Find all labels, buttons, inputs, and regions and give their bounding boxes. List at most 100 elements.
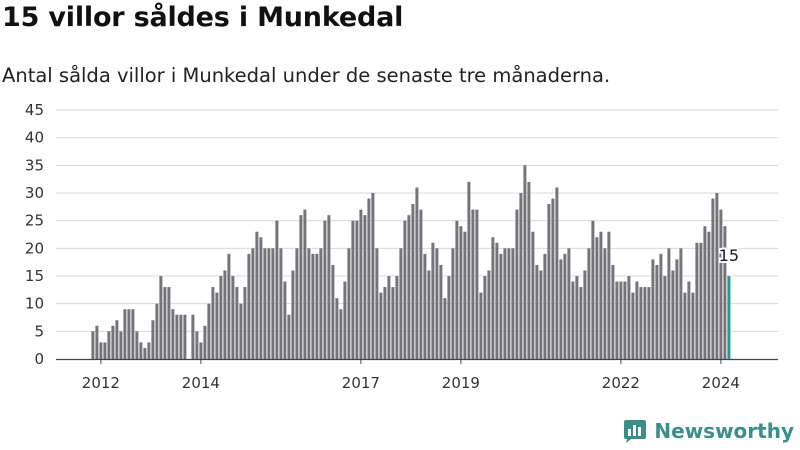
bar — [707, 231, 711, 359]
bar — [215, 292, 219, 359]
bar — [667, 248, 671, 359]
bar — [295, 248, 299, 359]
bar — [391, 287, 395, 359]
bar — [559, 259, 563, 359]
bar — [411, 204, 415, 359]
bar — [699, 242, 703, 359]
bar — [607, 231, 611, 359]
bar — [531, 231, 535, 359]
bar-highlight — [727, 276, 731, 359]
bar — [647, 287, 651, 359]
bar — [543, 253, 547, 359]
bar — [299, 215, 303, 359]
bar — [631, 292, 635, 359]
y-tick-label: 15 — [25, 267, 44, 285]
bar — [195, 331, 199, 359]
bar — [443, 298, 447, 359]
bar — [351, 220, 355, 359]
bar — [107, 331, 111, 359]
chart-subtitle: Antal sålda villor i Munkedal under de s… — [2, 64, 611, 87]
bar — [271, 248, 275, 359]
bar — [167, 287, 171, 359]
y-tick-label: 0 — [34, 350, 44, 368]
bar — [663, 276, 667, 359]
bar — [515, 209, 519, 359]
x-axis: 2012 2014 2017 2019 2022 2024 — [56, 358, 778, 392]
bar — [243, 287, 247, 359]
bar — [535, 264, 539, 359]
bar — [687, 281, 691, 359]
bar — [199, 342, 203, 359]
bar — [511, 248, 515, 359]
y-tick-label: 35 — [25, 156, 44, 174]
bar — [495, 242, 499, 359]
bar — [339, 309, 343, 359]
y-tick-label: 25 — [25, 212, 44, 230]
bar — [247, 253, 251, 359]
bar — [403, 220, 407, 359]
bar — [627, 276, 631, 359]
bar — [471, 209, 475, 359]
bar — [423, 253, 427, 359]
bar — [375, 248, 379, 359]
bar — [279, 248, 283, 359]
bar — [415, 187, 419, 359]
bar — [95, 325, 99, 359]
newsworthy-logo[interactable]: Newsworthy — [622, 418, 794, 444]
bar — [211, 287, 215, 359]
bar — [275, 220, 279, 359]
bar — [327, 215, 331, 359]
bar-chart-logo-icon — [624, 420, 647, 443]
bar — [331, 264, 335, 359]
bar — [451, 248, 455, 359]
bar — [419, 209, 423, 359]
x-tick-label: 2022 — [602, 374, 640, 392]
bar — [251, 248, 255, 359]
bar — [591, 220, 595, 359]
bar — [143, 347, 147, 359]
bar — [435, 248, 439, 359]
bar — [427, 270, 431, 359]
bar — [683, 292, 687, 359]
bar — [407, 215, 411, 359]
y-tick-label: 30 — [25, 184, 44, 202]
bar — [183, 314, 187, 359]
bar — [475, 209, 479, 359]
bar — [467, 181, 471, 359]
bar — [135, 331, 139, 359]
bar — [659, 253, 663, 359]
bar — [455, 220, 459, 359]
bar — [383, 287, 387, 359]
bar — [347, 248, 351, 359]
bar — [523, 165, 527, 359]
bar — [499, 253, 503, 359]
bar — [635, 281, 639, 359]
bar — [463, 231, 467, 359]
bar — [287, 314, 291, 359]
bar — [155, 303, 159, 359]
bar — [323, 220, 327, 359]
bar — [239, 303, 243, 359]
bar — [203, 325, 207, 359]
bar — [479, 292, 483, 359]
bar — [567, 248, 571, 359]
bar — [123, 309, 127, 359]
bar — [267, 248, 271, 359]
bar — [399, 248, 403, 359]
bar — [551, 198, 555, 359]
bar — [547, 204, 551, 359]
bar — [255, 231, 259, 359]
bar — [643, 287, 647, 359]
bar — [259, 237, 263, 359]
bar — [99, 342, 103, 359]
bar — [519, 193, 523, 359]
bar — [171, 309, 175, 359]
bar — [395, 276, 399, 359]
x-tick-label: 2014 — [182, 374, 220, 392]
brand-name: Newsworthy — [654, 419, 794, 443]
bar — [611, 264, 615, 359]
bar — [367, 198, 371, 359]
bar — [231, 276, 235, 359]
bar — [655, 264, 659, 359]
